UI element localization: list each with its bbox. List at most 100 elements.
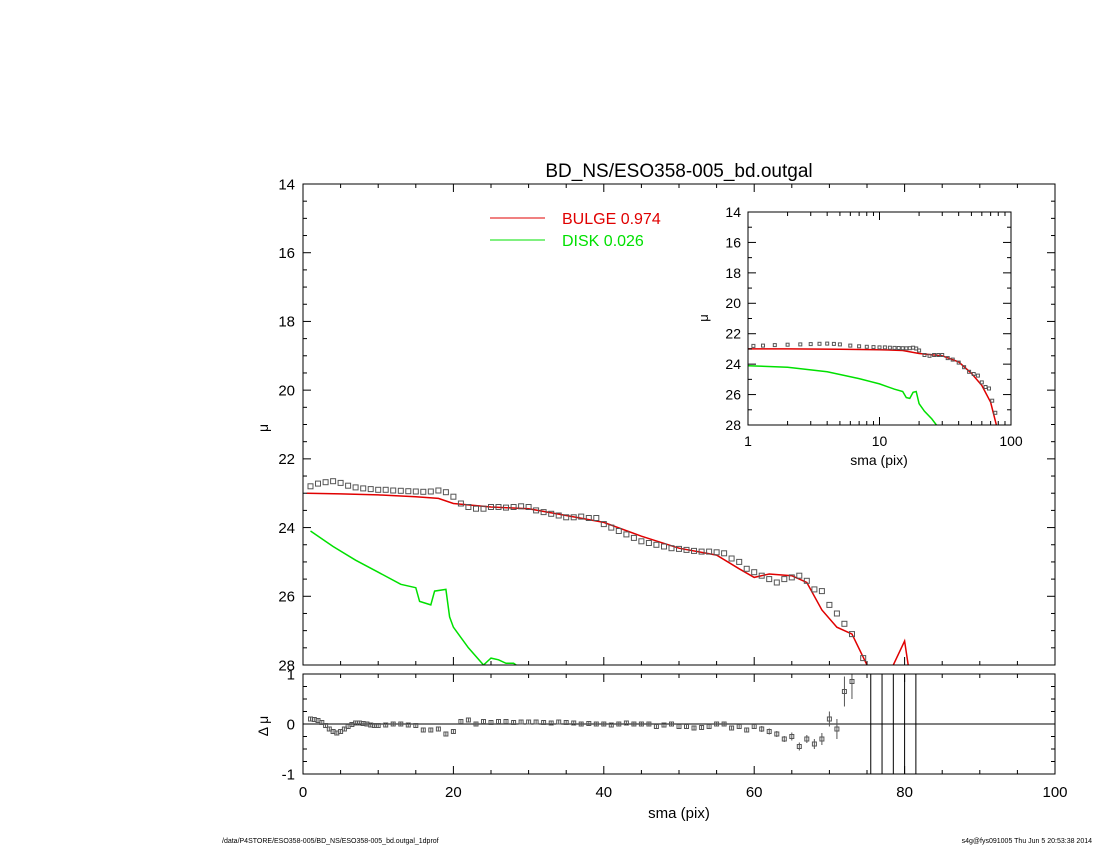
y-tick-label: 20: [725, 295, 741, 311]
data-point: [848, 343, 853, 348]
data-point: [833, 610, 840, 617]
data-point: [887, 345, 892, 350]
data-point: [458, 719, 464, 724]
data-point: [352, 484, 359, 491]
data-point: [488, 720, 494, 725]
data-point: [781, 736, 787, 742]
data-point: [435, 726, 441, 732]
data-point: [375, 486, 382, 493]
data-point: [601, 721, 607, 727]
data-point: [699, 725, 705, 730]
data-point: [743, 565, 750, 572]
y-tick-label: 16: [725, 234, 741, 250]
data-point: [420, 488, 427, 495]
y-tick-label: 18: [725, 265, 741, 281]
data-point: [307, 483, 314, 490]
data-point: [548, 720, 554, 726]
data-point: [427, 488, 434, 495]
data-point: [563, 514, 570, 521]
legend: BULGE 0.974 DISK 0.026: [490, 211, 661, 250]
data-point: [398, 721, 404, 727]
data-point: [412, 488, 419, 495]
data-point: [668, 545, 675, 552]
residual-y-axis-label: Δ μ: [255, 716, 271, 737]
data-point: [796, 572, 803, 579]
data-point: [761, 343, 765, 348]
data-point: [593, 515, 600, 521]
series-line-disk: [310, 530, 518, 665]
data-point: [616, 721, 622, 727]
data-point: [987, 386, 991, 391]
data-point: [975, 373, 980, 378]
data-point: [841, 620, 848, 627]
data-point: [548, 510, 555, 517]
data-point: [849, 679, 855, 684]
main-y-axis-label: μ: [255, 424, 271, 432]
y-tick-label: 14: [278, 176, 295, 193]
data-point: [936, 353, 941, 357]
data-point: [766, 729, 772, 734]
data-point: [706, 548, 713, 555]
footer-path: /data/P4STORE/ESO358-005/BD_NS/ESO358-00…: [222, 838, 439, 845]
data-point: [773, 579, 780, 586]
data-point: [990, 398, 995, 403]
y-tick-label: -1: [282, 766, 295, 783]
data-point: [322, 479, 329, 486]
data-point: [638, 721, 644, 727]
data-point: [503, 504, 509, 511]
data-point: [714, 721, 720, 727]
data-point: [345, 482, 352, 489]
data-point: [857, 344, 862, 349]
data-point: [526, 719, 532, 725]
y-tick-label: 18: [278, 314, 295, 331]
data-point: [927, 353, 932, 358]
data-point: [871, 345, 876, 350]
data-point: [571, 720, 577, 726]
data-point: [817, 341, 822, 346]
data-point: [533, 507, 540, 514]
data-point: [465, 504, 472, 510]
data-point: [751, 724, 757, 729]
data-point: [397, 487, 404, 494]
data-point: [900, 346, 905, 351]
data-point: [945, 356, 950, 361]
y-tick-label: 22: [725, 326, 741, 342]
data-point: [788, 574, 795, 581]
y-tick-label: 16: [278, 245, 295, 262]
series-line-bulge: [306, 492, 909, 665]
data-point: [796, 744, 802, 749]
data-point: [811, 586, 818, 593]
y-tick-label: 1: [287, 666, 295, 683]
y-tick-label: 24: [725, 356, 741, 372]
data-point: [706, 724, 712, 729]
data-point: [729, 725, 735, 731]
data-point: [443, 731, 449, 737]
data-point: [751, 569, 758, 576]
data-point: [428, 727, 434, 733]
data-point: [645, 540, 652, 546]
data-point: [691, 547, 697, 554]
data-point: [661, 543, 667, 550]
data-point: [849, 631, 855, 638]
data-point: [979, 380, 984, 385]
data-point: [390, 721, 396, 727]
y-tick-label: 24: [278, 520, 295, 537]
data-point: [319, 720, 325, 725]
y-tick-label: 0: [287, 716, 295, 733]
x-tick-label: 20: [445, 784, 462, 801]
data-point: [721, 721, 727, 727]
data-point: [518, 503, 525, 510]
data-point: [585, 515, 592, 521]
x-axis-label: sma (pix): [648, 805, 710, 822]
data-point: [578, 513, 585, 520]
data-point: [818, 588, 825, 595]
data-point: [834, 726, 840, 732]
y-tick-label: 14: [725, 204, 741, 220]
data-point: [413, 723, 419, 728]
data-point: [831, 341, 836, 346]
data-point: [435, 487, 442, 494]
data-point: [608, 722, 614, 728]
data-point: [950, 357, 955, 362]
x-tick-label: 10: [872, 433, 888, 449]
data-point: [798, 342, 803, 347]
